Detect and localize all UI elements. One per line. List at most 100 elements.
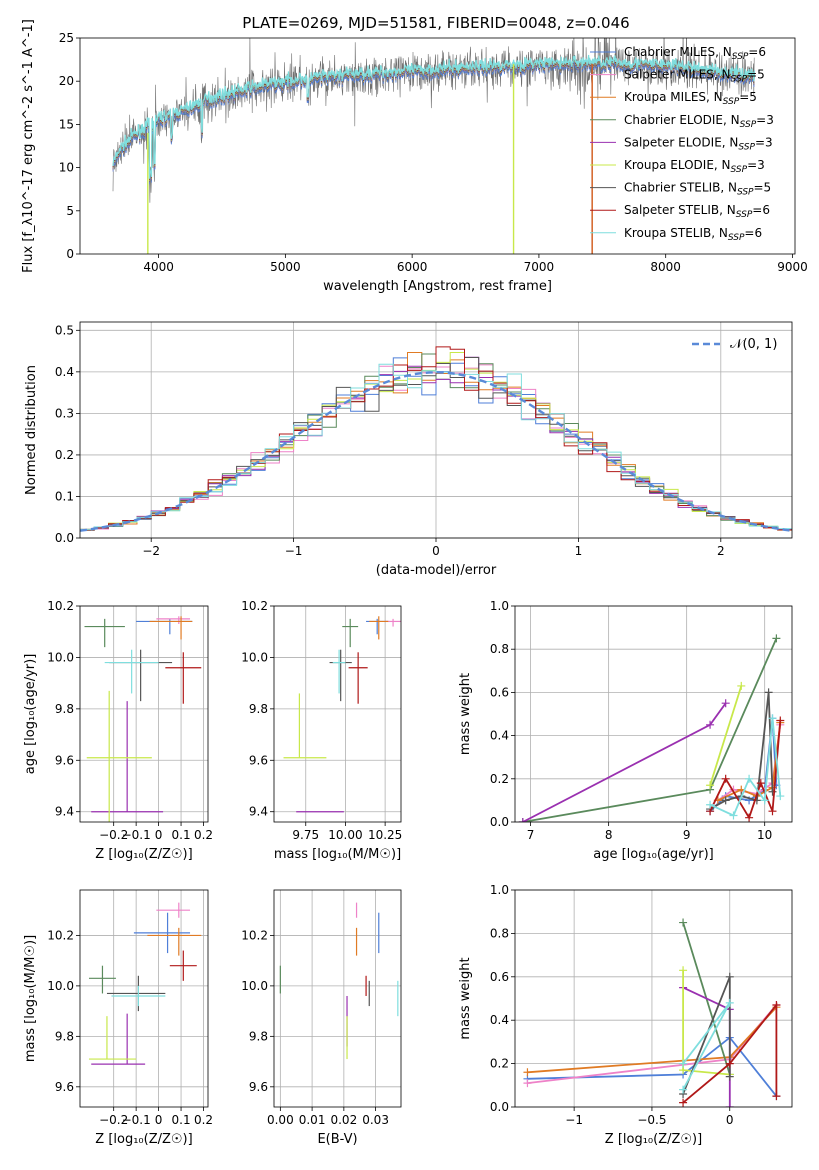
x-tick-label: 2 (717, 544, 725, 558)
plot-area (112, 38, 755, 254)
mass-vs-Z-panel: −0.2−0.1 0 0.1 0.2 9.6 9.8 10.0 10.2 Z [log₁₀(Z/… (23, 889, 213, 1147)
legend-label: 𝒩(0, 1) (730, 337, 777, 352)
x-axis-label: mass [log₁₀(M/M☉)] (274, 847, 401, 862)
data-point-marker (706, 781, 715, 790)
mass-weight-line (709, 718, 782, 817)
data-point-marker (768, 714, 777, 723)
x-tick-label: −0.5 (637, 1113, 666, 1127)
data-point-marker (764, 688, 773, 697)
axes-frame (514, 889, 793, 1108)
x-tick-label: 8000 (650, 260, 681, 274)
spectrum-legend: Chabrier MILES, NSSP=6 Salpeter MILES, NS… (590, 45, 774, 243)
y-tick-label: 10.2 (47, 928, 74, 942)
plot-area (283, 616, 401, 813)
data-point-marker (772, 634, 781, 643)
x-tick-label: −0.2 (99, 828, 128, 842)
y-tick-label: 10.0 (241, 979, 268, 993)
data-point-marker (721, 796, 730, 805)
y-tick-label: 10.0 (241, 650, 268, 664)
y-tick-label: 0 (66, 247, 74, 261)
x-tick-label: 9.75 (292, 828, 319, 842)
legend-label: Kroupa ELODIE, NSSP=3 (624, 158, 765, 175)
x-tick-label: 4000 (143, 260, 174, 274)
x-tick-label: 0 (155, 828, 163, 842)
x-tick-label: −0.1 (122, 828, 151, 842)
data-point-marker (729, 811, 738, 820)
x-tick-label: 0.2 (194, 1113, 213, 1127)
data-point-marker (772, 1092, 781, 1101)
data-point-marker (679, 1085, 688, 1094)
x-tick-label: 10.00 (328, 828, 362, 842)
y-tick-label: 0.8 (490, 926, 509, 940)
x-tick-label: 9000 (777, 260, 808, 274)
y-tick-label: 9.6 (55, 1080, 74, 1094)
age-vs-mass-panel: 9.75 10.00 10.25 9.4 9.6 9.8 10.0 10.2 mass [log… (241, 599, 402, 862)
y-tick-label: 0.6 (490, 685, 509, 699)
x-tick-label: 0 (726, 1113, 734, 1127)
axes-frame (79, 37, 796, 255)
data-point-marker (776, 792, 785, 801)
y-tick-label: 1.0 (490, 883, 509, 897)
x-tick-label: 0 (155, 1113, 163, 1127)
x-tick-label: 0.2 (194, 828, 213, 842)
data-point-marker (721, 774, 730, 783)
y-tick-label: 0.0 (490, 815, 509, 829)
data-point-marker (706, 800, 715, 809)
x-tick-label: 7 (527, 828, 535, 842)
y-tick-label: 10.0 (47, 979, 74, 993)
y-tick-label: 9.6 (249, 753, 268, 767)
y-axis-label: mass [log₁₀(M/M☉)] (23, 935, 38, 1062)
y-tick-label: 0.6 (490, 970, 509, 984)
x-axis-label: E(B-V) (317, 1132, 357, 1147)
data-point-marker (721, 699, 730, 708)
x-tick-label: 5000 (270, 260, 301, 274)
residual-histogram-panel: −2 −1 0 1 2 0.0 0.1 0.2 0.3 0.4 0.5 (data-model)/er… (24, 321, 793, 578)
data-point-marker (756, 779, 765, 788)
y-tick-label: 9.8 (55, 1029, 74, 1043)
x-axis-label: age [log₁₀(age/yr)] (593, 847, 714, 862)
y-tick-label: 10.2 (47, 599, 74, 613)
data-point-marker (725, 1072, 734, 1081)
x-axis-label: wavelength [Angstrom, rest frame] (323, 279, 552, 294)
y-tick-label: 10.2 (241, 928, 268, 942)
data-point-marker (679, 918, 688, 927)
x-axis-label: Z [log₁₀(Z/Z☉)] (95, 847, 192, 862)
x-tick-label: 0.1 (172, 828, 191, 842)
y-tick-label: 10.0 (47, 650, 74, 664)
data-point-marker (725, 998, 734, 1007)
y-tick-label: 10 (59, 161, 74, 175)
y-tick-label: 1.0 (490, 599, 509, 613)
y-tick-label: 15 (59, 117, 74, 131)
data-point-marker (679, 1098, 688, 1107)
mass-weight-line (709, 720, 782, 820)
mass-weight-line (527, 1036, 778, 1097)
residual-histogram (80, 357, 792, 531)
y-tick-label: 20 (59, 74, 74, 88)
y-axis-label: Flux [f_λ10^-17 erg cm^-2 s^-1 A^-1] (21, 19, 36, 273)
data-point-marker (523, 1079, 532, 1088)
data-point-marker (523, 1068, 532, 1077)
x-tick-label: 0.01 (299, 1113, 326, 1127)
x-axis-label: Z [log₁₀(Z/Z☉)] (95, 1132, 192, 1147)
y-tick-label: 0.4 (490, 729, 509, 743)
age-vs-Z-panel: −0.2−0.1 0 0.1 0.2 9.4 9.6 9.8 10.0 10.2 Z [log₁₀… (23, 599, 213, 862)
y-axis-label: age [log₁₀(age/yr)] (23, 654, 38, 775)
y-axis-label: Normed distribution (24, 365, 39, 495)
y-tick-label: 9.8 (249, 1029, 268, 1043)
y-tick-label: 9.8 (249, 702, 268, 716)
plot-area (523, 918, 781, 1107)
x-tick-label: 0.00 (267, 1113, 294, 1127)
x-tick-label: 10 (757, 828, 772, 842)
y-tick-label: 9.4 (249, 805, 268, 819)
plot-area (84, 616, 202, 822)
data-point-marker (737, 681, 746, 690)
axes-frame (79, 889, 209, 1108)
y-tick-label: 9.8 (55, 702, 74, 716)
x-tick-label: 9 (683, 828, 691, 842)
y-tick-label: 0.5 (55, 323, 74, 337)
mass-vs-ebv-panel: 0.00 0.01 0.02 0.03 9.6 9.8 10.0 10.2 E(B-V) (241, 889, 402, 1147)
weight-vs-Z-panel: −1 −0.5 0 0.0 0.2 0.4 0.6 0.8 1.0 Z [log₁₀(Z/Z☉)]… (458, 883, 793, 1147)
y-tick-label: 0.0 (490, 1100, 509, 1114)
y-tick-label: 0.8 (490, 642, 509, 656)
